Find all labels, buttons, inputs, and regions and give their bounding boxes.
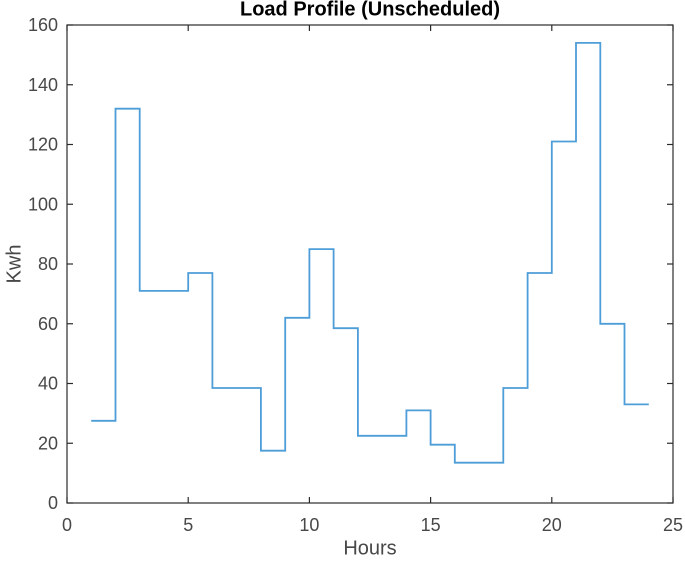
load-profile-stairs-line xyxy=(91,42,649,464)
y-tick-label: 80 xyxy=(38,254,58,274)
x-tick-label: 5 xyxy=(183,515,193,535)
x-tick-label: 0 xyxy=(62,515,72,535)
y-tick-label: 140 xyxy=(28,75,58,95)
y-axis-label: Kwh xyxy=(3,244,26,284)
y-tick-label: 120 xyxy=(28,135,58,155)
x-tick-label: 15 xyxy=(421,515,441,535)
y-tick-label: 160 xyxy=(28,15,58,35)
chart-title: Load Profile (Unscheduled) xyxy=(239,0,501,21)
y-tick-label: 60 xyxy=(38,314,58,334)
y-tick-label: 0 xyxy=(48,493,58,513)
x-tick-label: 25 xyxy=(663,515,683,535)
x-tick-label: 10 xyxy=(299,515,319,535)
y-tick-label: 20 xyxy=(38,433,58,453)
x-axis-label: Hours xyxy=(343,537,397,560)
axes-box xyxy=(66,24,674,504)
x-tick-label: 20 xyxy=(542,515,562,535)
y-tick-label: 40 xyxy=(38,374,58,394)
y-tick-label: 100 xyxy=(28,194,58,214)
